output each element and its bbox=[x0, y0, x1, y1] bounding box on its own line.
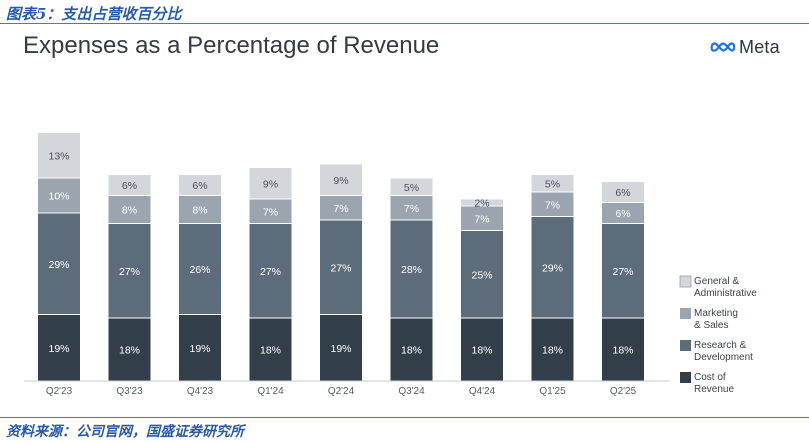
data-label: 18% bbox=[542, 345, 563, 357]
x-tick-label: Q1'24 bbox=[257, 386, 284, 397]
bar-segment-marketing-sales bbox=[389, 195, 434, 221]
legend-label-line1: General & bbox=[694, 276, 739, 287]
data-label: 2% bbox=[474, 198, 489, 210]
bar-segment-cost-of-revenue bbox=[460, 317, 504, 382]
legend-label-line1: Research & bbox=[694, 340, 747, 351]
bar-segment-cost-of-revenue bbox=[389, 317, 434, 382]
figure-caption: 图表5：支出占营收百分比 bbox=[6, 5, 182, 23]
data-label: 29% bbox=[542, 262, 563, 274]
data-label: 26% bbox=[189, 264, 210, 276]
data-label: 5% bbox=[404, 182, 419, 194]
bar-segment-research-development bbox=[530, 216, 575, 319]
bar-segment-research-development bbox=[107, 223, 152, 319]
data-label: 6% bbox=[615, 208, 630, 220]
bar-segment-general-administrative bbox=[389, 177, 434, 196]
bar-segment-research-development bbox=[460, 230, 504, 319]
bar-segment-general-administrative bbox=[178, 174, 222, 196]
data-label: 18% bbox=[401, 345, 422, 357]
data-label: 29% bbox=[48, 259, 69, 271]
data-label: 27% bbox=[119, 266, 140, 278]
x-tick-label: Q1'25 bbox=[539, 386, 566, 397]
bar-segment-general-administrative bbox=[248, 167, 293, 200]
data-label: 28% bbox=[401, 264, 422, 276]
data-label: 7% bbox=[474, 213, 489, 225]
x-tick-label: Q2'25 bbox=[610, 386, 637, 397]
bar-segment-cost-of-revenue bbox=[107, 317, 152, 382]
meta-infinity-icon bbox=[710, 42, 736, 52]
bar-segment-cost-of-revenue bbox=[319, 314, 363, 382]
data-label: 13% bbox=[48, 150, 69, 162]
legend-label-line2: Revenue bbox=[694, 384, 734, 395]
data-label: 6% bbox=[615, 187, 630, 199]
data-label: 9% bbox=[333, 175, 348, 187]
data-label: 19% bbox=[189, 343, 210, 355]
data-label: 6% bbox=[192, 180, 207, 192]
data-label: 19% bbox=[48, 343, 69, 355]
data-label: 7% bbox=[404, 203, 419, 215]
bar-segment-research-development bbox=[37, 212, 81, 315]
logo-text: Meta bbox=[739, 36, 780, 57]
bar-segment-general-administrative bbox=[601, 181, 645, 203]
x-tick-label: Q4'24 bbox=[469, 386, 496, 397]
legend-swatch-research-development bbox=[680, 340, 691, 351]
source-note: 资料来源：公司官网，国盛证券研究所 bbox=[6, 424, 244, 440]
data-label: 18% bbox=[260, 345, 281, 357]
x-tick-label: Q3'24 bbox=[398, 386, 425, 397]
legend-swatch-general-administrative bbox=[679, 275, 692, 288]
data-label: 25% bbox=[471, 269, 492, 281]
bar-segment-general-administrative bbox=[530, 174, 575, 193]
bar-segment-general-administrative bbox=[319, 163, 363, 196]
data-label: 18% bbox=[612, 345, 633, 357]
bar-segment-cost-of-revenue bbox=[37, 314, 81, 382]
data-label: 7% bbox=[263, 206, 278, 218]
bar-segment-general-administrative bbox=[37, 132, 81, 179]
bar-segment-general-administrative bbox=[460, 198, 504, 207]
data-label: 9% bbox=[263, 178, 278, 190]
data-label: 27% bbox=[260, 266, 281, 278]
legend-swatch-marketing-sales bbox=[680, 308, 691, 319]
chart-title: Expenses as a Percentage of Revenue bbox=[23, 32, 440, 59]
bar-segment-general-administrative bbox=[107, 174, 152, 196]
data-label: 10% bbox=[48, 191, 69, 203]
data-label: 8% bbox=[192, 205, 207, 217]
bar-segment-research-development bbox=[178, 223, 222, 315]
legend-label-line2: Administrative bbox=[694, 288, 757, 299]
data-label: 7% bbox=[545, 199, 560, 211]
data-label: 27% bbox=[330, 262, 351, 274]
bar-segment-research-development bbox=[319, 219, 363, 315]
legend-label-line1: Cost of bbox=[694, 372, 726, 383]
data-label: 18% bbox=[119, 345, 140, 357]
caption-divider bbox=[0, 23, 809, 24]
source-divider bbox=[0, 417, 809, 418]
data-label: 8% bbox=[122, 205, 137, 217]
data-label: 18% bbox=[471, 345, 492, 357]
data-label: 7% bbox=[333, 203, 348, 215]
x-tick-label: Q2'24 bbox=[328, 386, 355, 397]
data-label: 5% bbox=[545, 178, 560, 190]
meta-logo: Meta bbox=[710, 36, 780, 58]
x-tick-label: Q3'23 bbox=[116, 386, 143, 397]
data-label: 19% bbox=[330, 343, 351, 355]
data-label: 27% bbox=[612, 266, 633, 278]
legend-swatch-cost-of-revenue bbox=[680, 372, 691, 383]
x-tick-label: Q2'23 bbox=[46, 386, 73, 397]
bar-segment-marketing-sales bbox=[107, 195, 152, 224]
bar-segment-marketing-sales bbox=[178, 195, 222, 224]
legend-label-line2: & Sales bbox=[694, 320, 728, 331]
x-tick-label: Q4'23 bbox=[187, 386, 214, 397]
bar-segment-cost-of-revenue bbox=[178, 314, 222, 382]
data-label: 6% bbox=[122, 180, 137, 192]
legend-label-line2: Development bbox=[694, 352, 753, 363]
legend-label-line1: Marketing bbox=[694, 308, 738, 319]
